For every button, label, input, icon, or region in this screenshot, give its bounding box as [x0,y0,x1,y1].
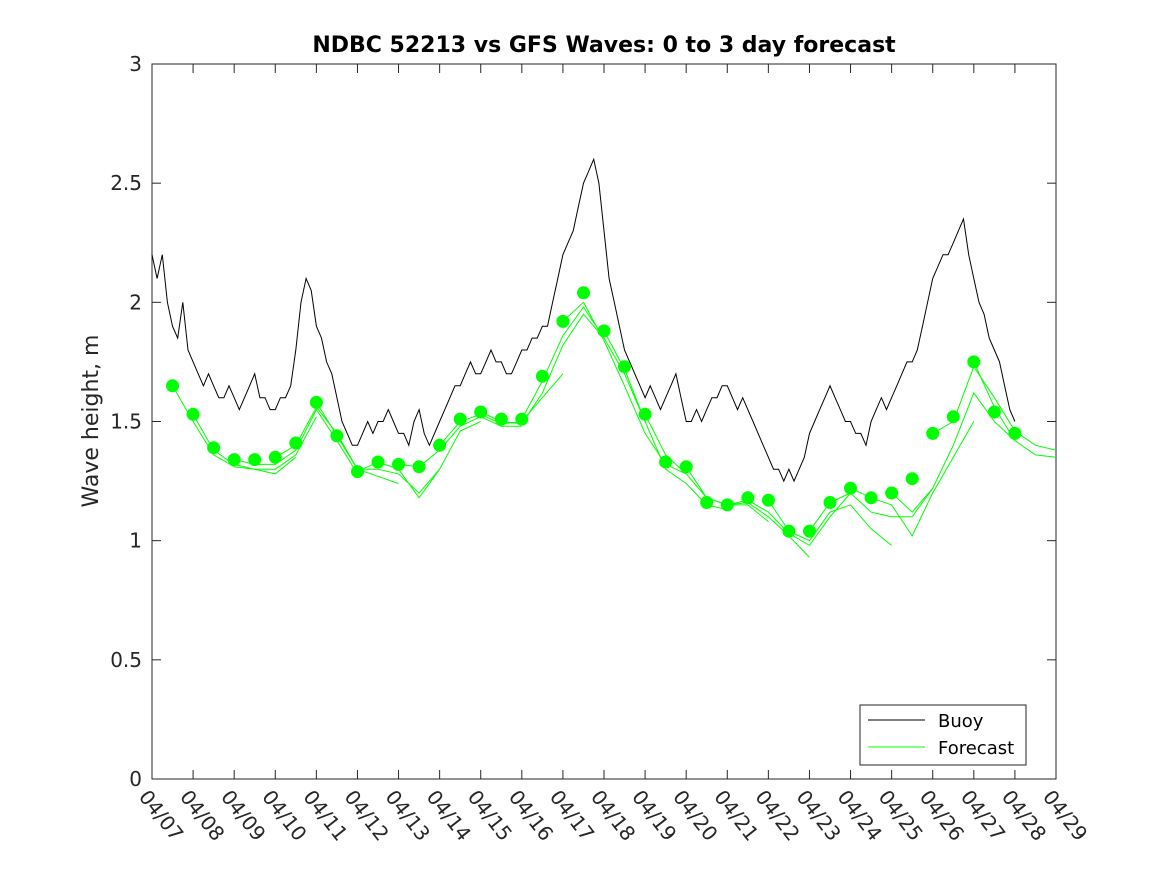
forecast-marker [207,441,221,455]
forecast-marker [309,395,323,409]
forecast-run-line [172,385,297,475]
forecast-marker [926,426,940,440]
forecast-marker [741,491,755,505]
forecast-marker [412,460,426,474]
forecast-marker [474,405,488,419]
y-tick-label: 2.5 [110,171,142,195]
chart-title: NDBC 52213 vs GFS Waves: 0 to 3 day fore… [312,33,896,58]
legend: Buoy Forecast [859,704,1027,766]
forecast-marker [535,369,549,383]
forecast-marker [597,324,611,338]
forecast-run-line [891,391,1016,513]
legend-buoy-label: Buoy [938,711,984,732]
forecast-marker [1008,426,1022,440]
forecast-marker [618,360,631,374]
forecast-marker [946,410,960,424]
forecast-run-line [973,361,1057,458]
legend-forecast-label: Forecast [938,738,1014,759]
forecast-marker [761,493,775,507]
forecast-marker [823,496,837,509]
forecast-marker [844,481,857,495]
forecast-marker [248,453,262,467]
buoy-series-line [151,157,1016,483]
forecast-marker [371,455,385,469]
forecast-marker [659,455,673,469]
y-tick-label: 0.5 [110,648,142,672]
forecast-markers [166,286,1022,538]
y-tick-label: 3 [129,52,142,76]
forecast-marker [885,486,899,500]
forecast-marker [330,429,344,443]
forecast-marker [720,498,734,512]
forecast-marker [967,355,981,369]
forecast-marker [987,405,1001,419]
forecast-marker [433,438,447,452]
y-tick-label: 0 [129,767,142,791]
y-tick-label: 1 [129,529,142,553]
forecast-marker [227,453,241,467]
forecast-marker [782,524,796,538]
forecast-marker [515,412,529,426]
y-tick-label: 2 [129,290,142,314]
forecast-marker [453,412,467,426]
forecast-marker [186,407,200,421]
forecast-marker [700,496,714,509]
forecast-marker [494,412,508,426]
forecast-marker [638,407,652,421]
y-axis: 0 0.5 1 1.5 2 2.5 3 [110,52,1056,791]
forecast-marker [679,460,693,474]
legend-box [859,704,1027,766]
y-tick-label: 1.5 [110,410,142,434]
forecast-marker [268,450,282,464]
forecast-marker [289,436,303,450]
forecast-marker [392,457,405,471]
forecast-marker [864,491,878,505]
forecast-marker [803,524,816,538]
plot-area [151,63,1057,780]
y-axis-label: Wave height, m [79,335,104,508]
forecast-marker [166,379,179,393]
forecast-marker [351,465,364,479]
forecast-marker [905,472,919,486]
forecast-marker [556,314,570,328]
forecast-marker [577,286,590,300]
